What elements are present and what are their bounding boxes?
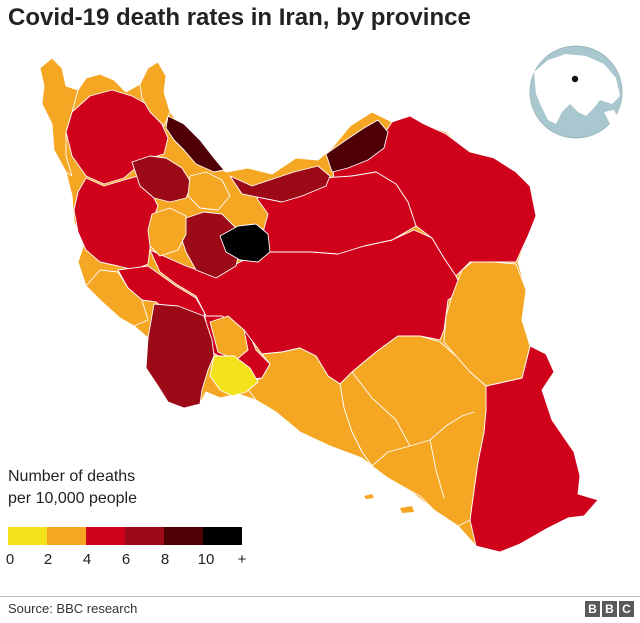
province-qazvin-orange bbox=[187, 171, 231, 211]
province-tehran-belt-darkred bbox=[229, 165, 331, 203]
province-qom-black bbox=[219, 223, 271, 263]
province-west-azerbaijan-orange bbox=[39, 57, 79, 177]
province-ilam-orange bbox=[85, 269, 149, 327]
boundary-line-2 bbox=[429, 439, 445, 499]
legend-tick-label: 4 bbox=[82, 551, 92, 568]
province-kohgiluyeh-orange bbox=[209, 315, 249, 361]
boundary-line-3 bbox=[351, 371, 411, 447]
legend-swatch-8-10 bbox=[164, 527, 203, 545]
legend-tick-labels: 0 2 4 6 8 10 + bbox=[0, 551, 260, 571]
legend-tick-label: 8 bbox=[160, 551, 170, 568]
province-south-khorasan-orange bbox=[443, 261, 531, 387]
province-ardabil-orange bbox=[139, 61, 171, 127]
legend-tick-label: 2 bbox=[43, 551, 53, 568]
source-note: Source: BBC research bbox=[8, 601, 138, 616]
legend-swatch-10-plus bbox=[203, 527, 242, 545]
legend-tick-label: 10 bbox=[197, 551, 215, 568]
legend-swatch-4-6 bbox=[86, 527, 125, 545]
legend-title-line1: Number of deaths bbox=[8, 468, 136, 485]
locator-globe bbox=[529, 45, 623, 139]
gulf-island-1 bbox=[400, 506, 414, 513]
bbc-logo-letter: B bbox=[602, 601, 617, 617]
legend-tick-label: 6 bbox=[121, 551, 131, 568]
bbc-logo: B B C bbox=[585, 601, 634, 617]
province-gilan-darkred bbox=[165, 115, 225, 173]
legend-swatch-6-8 bbox=[125, 527, 164, 545]
bbc-logo-letter: C bbox=[619, 601, 634, 617]
chart-title: Covid-19 death rates in Iran, by provinc… bbox=[8, 4, 471, 31]
iran-location-marker bbox=[571, 75, 579, 83]
legend-tick-label: 0 bbox=[5, 551, 15, 568]
province-golestan-darkred bbox=[325, 119, 389, 173]
legend-title: Number of deaths per 10,000 people bbox=[8, 466, 248, 510]
province-hamadan-orange bbox=[147, 207, 187, 257]
legend-swatch-2-4 bbox=[47, 527, 86, 545]
iran-province-map bbox=[39, 45, 623, 553]
legend-tick-label: + bbox=[237, 551, 247, 568]
province-khuzestan-darkred bbox=[145, 303, 215, 409]
province-markazi-darkred bbox=[179, 211, 241, 279]
gulf-island-2 bbox=[364, 494, 374, 499]
bbc-logo-letter: B bbox=[585, 601, 600, 617]
legend-title-line2: per 10,000 people bbox=[8, 490, 137, 507]
legend-swatch-0-2 bbox=[8, 527, 47, 545]
province-bushehr-yellow bbox=[209, 355, 259, 397]
legend-color-scale bbox=[8, 527, 242, 545]
footer-divider bbox=[0, 596, 640, 597]
province-west-red bbox=[73, 175, 159, 271]
